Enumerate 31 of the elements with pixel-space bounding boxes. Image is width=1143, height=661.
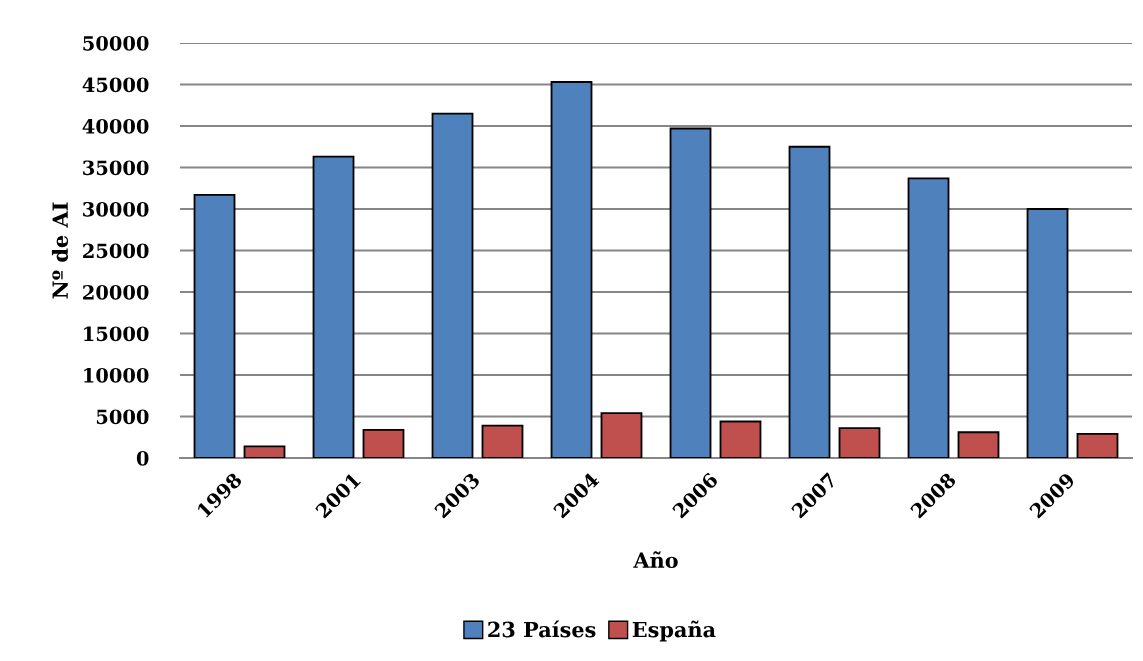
bar [838,427,881,458]
legend-label: España [632,620,716,642]
y-tick-label: 25000 [83,243,149,259]
y-tick-label: 40000 [82,118,149,134]
bar [788,145,831,458]
y-tick-label: 35000 [83,160,149,176]
bar [431,112,474,458]
y-tick-label: 30000 [83,201,149,217]
bar [1026,208,1069,458]
y-tick-label: 0 [136,450,149,466]
y-tick-label: 20000 [83,284,149,300]
bar [481,424,524,458]
bar [1076,433,1119,458]
x-axis-title: Año [633,551,678,569]
bar [957,431,1000,458]
bar [312,155,355,458]
bar [362,428,405,458]
bar [907,177,950,458]
bar [600,412,643,458]
y-tick-label: 5000 [96,409,149,425]
bar [669,127,712,458]
bar [550,81,593,458]
y-axis-title: Nº de AI [51,202,69,299]
legend-label: 23 Países [488,620,596,638]
bar [193,193,236,458]
y-tick-label: 10000 [84,367,149,383]
y-tick-label: 45000 [82,77,149,93]
y-tick-label: 50000 [83,35,149,51]
bar [719,420,762,458]
y-tick-label: 15000 [84,326,149,342]
bar [243,445,286,458]
